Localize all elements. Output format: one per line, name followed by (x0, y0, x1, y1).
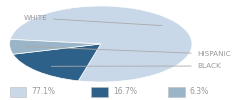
FancyBboxPatch shape (91, 87, 108, 97)
Wedge shape (13, 44, 101, 81)
Text: 16.7%: 16.7% (113, 88, 137, 96)
Wedge shape (10, 6, 192, 82)
Text: HISPANIC: HISPANIC (26, 46, 231, 57)
FancyBboxPatch shape (168, 87, 185, 97)
Text: 77.1%: 77.1% (31, 88, 55, 96)
Wedge shape (10, 39, 101, 54)
Text: BLACK: BLACK (51, 63, 221, 69)
Text: WHITE: WHITE (24, 15, 162, 26)
Text: 6.3%: 6.3% (190, 88, 209, 96)
FancyBboxPatch shape (10, 87, 26, 97)
